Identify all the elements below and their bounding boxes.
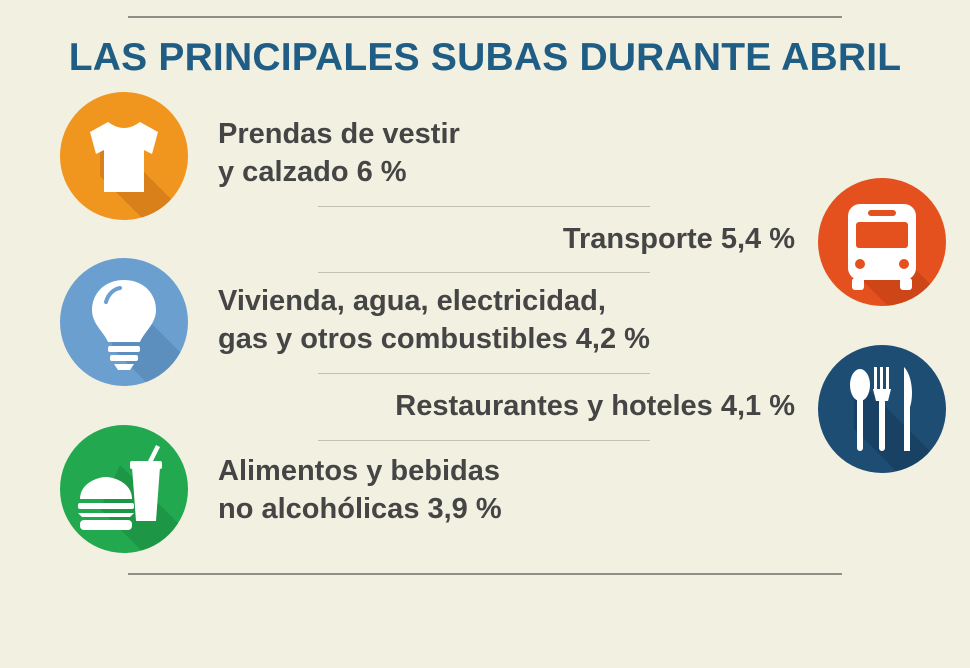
top-divider (128, 16, 842, 18)
housing-label-line2: gas y otros combustibles 4,2 % (218, 323, 650, 355)
separator-1 (318, 206, 650, 207)
transport-label-line1: Transporte 5,4 % (562, 223, 795, 255)
food-label: Alimentos y bebidas no alcohólicas 3,9 % (218, 452, 502, 528)
separator-2 (318, 272, 650, 273)
food-badge (60, 425, 188, 553)
housing-label-line1: Vivienda, agua, electricidad, (218, 285, 606, 317)
page-title: LAS PRINCIPALES SUBAS DURANTE ABRIL (68, 36, 902, 79)
transport-badge (818, 178, 946, 306)
cutlery-icon (850, 367, 946, 473)
housing-badge (60, 258, 188, 386)
clothing-label-line2: y calzado 6 % (218, 156, 407, 188)
food-label-line2: no alcohólicas 3,9 % (218, 493, 502, 525)
bus-icon (848, 204, 946, 306)
separator-3 (318, 373, 650, 374)
bottom-divider (128, 573, 842, 575)
restaurants-label: Restaurantes y hoteles 4,1 % (395, 387, 795, 425)
food-label-line1: Alimentos y bebidas (218, 455, 501, 487)
housing-label: Vivienda, agua, electricidad, gas y otro… (218, 282, 650, 358)
tshirt-icon (90, 122, 188, 220)
clothing-badge (60, 92, 188, 220)
separator-4 (318, 440, 650, 441)
clothing-label-line1: Prendas de vestir (218, 118, 460, 150)
burger-drink-icon (78, 445, 188, 553)
transport-label: Transporte 5,4 % (563, 220, 795, 258)
clothing-label: Prendas de vestir y calzado 6 % (218, 115, 460, 191)
lightbulb-icon (92, 280, 188, 386)
restaurants-label-line1: Restaurantes y hoteles 4,1 % (395, 390, 795, 422)
restaurants-badge (818, 345, 946, 473)
